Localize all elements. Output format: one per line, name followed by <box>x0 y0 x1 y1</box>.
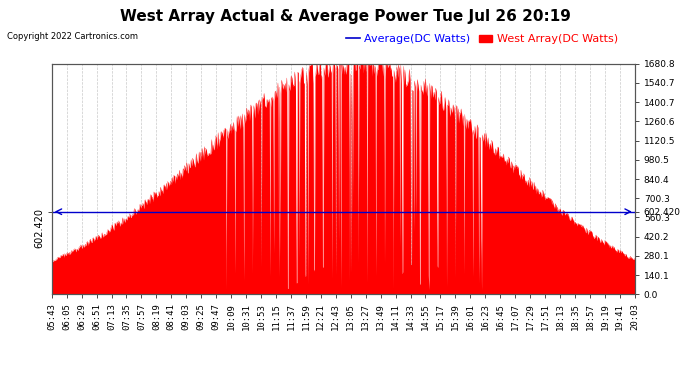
Text: Copyright 2022 Cartronics.com: Copyright 2022 Cartronics.com <box>7 32 138 41</box>
Legend: Average(DC Watts), West Array(DC Watts): Average(DC Watts), West Array(DC Watts) <box>342 30 622 49</box>
Text: West Array Actual & Average Power Tue Jul 26 20:19: West Array Actual & Average Power Tue Ju… <box>119 9 571 24</box>
